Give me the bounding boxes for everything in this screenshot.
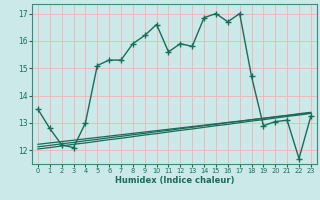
X-axis label: Humidex (Indice chaleur): Humidex (Indice chaleur) bbox=[115, 176, 234, 185]
